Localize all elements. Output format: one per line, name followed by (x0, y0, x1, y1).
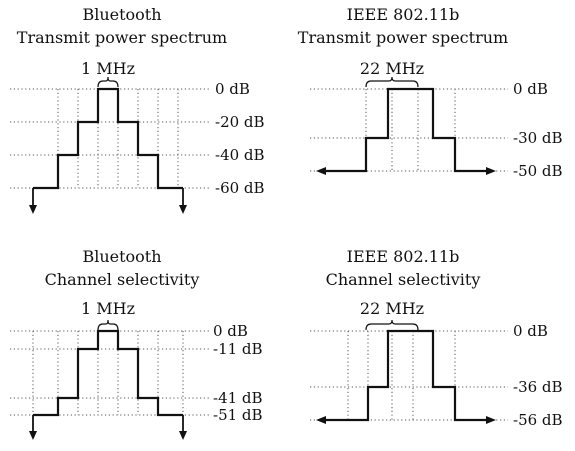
level-label: -36 dB (513, 378, 563, 396)
spectrum-mask (33, 329, 183, 417)
panel-bluetooth-selectivity: Bluetooth Channel selectivity 1 MHz 0 dB… (10, 247, 263, 440)
arrow-head-left (29, 205, 37, 214)
level-label: -11 dB (213, 340, 263, 358)
panel-title-line2: Channel selectivity (45, 270, 200, 289)
panel-title-line1: Bluetooth (82, 247, 161, 266)
panel-title-line1: IEEE 802.11b (347, 5, 460, 24)
bandwidth-label: 22 MHz (360, 59, 424, 78)
arrow-head-right (179, 205, 187, 214)
spectrum-mask (326, 329, 486, 422)
arrow-head-right (179, 431, 187, 440)
bandwidth-brace (97, 319, 119, 331)
bandwidth-label: 1 MHz (81, 299, 135, 318)
grid (310, 330, 508, 421)
panel-bluetooth-transmit: Bluetooth Transmit power spectrum 1 MHz … (10, 5, 265, 214)
panel-ieee-transmit: IEEE 802.11b Transmit power spectrum 22 … (298, 5, 563, 180)
panel-title-line2: Transmit power spectrum (298, 28, 508, 47)
level-label: 0 dB (213, 322, 248, 340)
arrow-head-left (316, 167, 326, 175)
level-label: -20 dB (215, 113, 265, 131)
panel-title-line2: Transmit power spectrum (17, 28, 227, 47)
level-label: -56 dB (513, 411, 563, 429)
level-label: 0 dB (513, 322, 548, 340)
arrow-head-right (486, 167, 496, 175)
arrow-head-left (29, 431, 37, 440)
spectrum-mask (326, 87, 486, 173)
level-label: -51 dB (213, 406, 263, 424)
level-label: -41 dB (213, 389, 263, 407)
arrow-head-right (486, 416, 496, 424)
level-label: -40 dB (215, 146, 265, 164)
bandwidth-brace (365, 76, 419, 88)
bandwidth-brace (97, 76, 119, 88)
grid (10, 330, 210, 416)
level-label: 0 dB (215, 80, 250, 98)
panel-title-line2: Channel selectivity (326, 270, 481, 289)
level-label: -60 dB (215, 179, 265, 197)
grid (10, 88, 210, 189)
arrow-head-left (316, 416, 326, 424)
level-label: -30 dB (513, 129, 563, 147)
spectrum-mask (33, 87, 183, 190)
level-label: 0 dB (513, 80, 548, 98)
panel-title-line1: Bluetooth (82, 5, 161, 24)
bandwidth-label: 22 MHz (360, 299, 424, 318)
bandwidth-label: 1 MHz (81, 59, 135, 78)
bandwidth-brace (365, 319, 419, 331)
grid (310, 88, 508, 172)
level-label: -50 dB (513, 162, 563, 180)
panel-ieee-selectivity: IEEE 802.11b Channel selectivity 22 MHz … (310, 247, 563, 429)
panel-title-line1: IEEE 802.11b (347, 247, 460, 266)
